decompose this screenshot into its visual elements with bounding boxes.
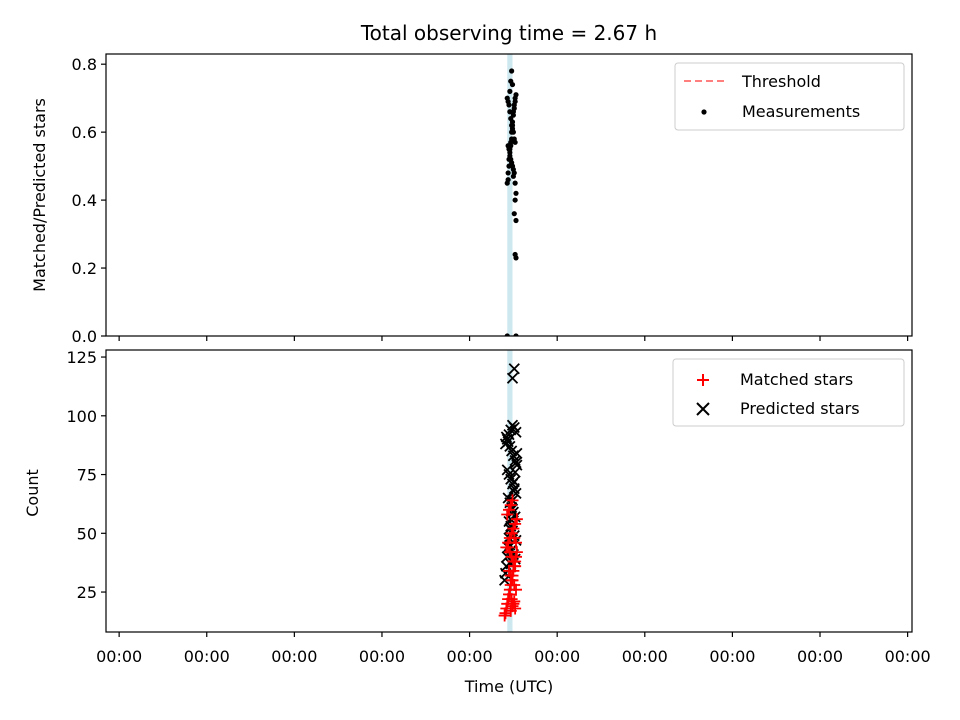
bottom-x-ticks: 00:00 00:00 00:00 00:00 00:00 00:00 00:00 00:00… — [96, 632, 931, 666]
measurement-point — [504, 333, 510, 336]
measurement-point — [506, 146, 512, 152]
top-y-tick-label: 0.0 — [72, 327, 97, 346]
measurement-point — [513, 92, 519, 98]
matched-stars-legend-label: Matched stars — [740, 370, 853, 389]
matched-star-point — [509, 560, 522, 573]
measurement-point — [509, 68, 515, 74]
chart-title: Total observing time = 2.67 h — [360, 21, 657, 45]
bottom-x-tick-label: 00:00 — [709, 647, 755, 666]
x-axis-label: Time (UTC) — [464, 677, 553, 696]
top-shaded-band-layer — [507, 54, 513, 336]
matched-star-point — [506, 494, 519, 507]
top-y-tick-label: 0.2 — [72, 259, 97, 278]
predicted-star-point — [510, 457, 522, 469]
matched-star-point — [508, 595, 521, 608]
threshold-legend-label: Threshold — [741, 72, 821, 91]
top-x-ticks — [118, 336, 909, 341]
top-y-axis-label: Matched/Predicted stars — [30, 98, 49, 292]
predicted-star-point — [510, 426, 522, 438]
top-y-ticks: 0.0 0.2 0.4 0.6 0.8 — [72, 55, 106, 346]
bottom-y-ticks: 25 50 75 100 125 — [66, 348, 106, 602]
measurement-point — [505, 177, 511, 183]
bottom-y-tick-label: 50 — [77, 524, 97, 543]
bottom-x-tick-label: 00:00 — [534, 647, 580, 666]
top-legend-frame — [674, 62, 905, 131]
measurement-point — [512, 139, 518, 145]
top-y-tick-label: 0.6 — [72, 123, 97, 142]
bottom-axes-frame — [105, 349, 913, 633]
top-panel: 0.00.20.40.60.8 Matched/Predicted stars … — [30, 53, 913, 346]
measurement-point — [510, 129, 516, 135]
bottom-legend-frame — [672, 358, 905, 427]
predicted-star-point — [509, 466, 521, 478]
top-legend: Threshold Measurements — [674, 62, 905, 131]
bottom-y-tick-label: 25 — [77, 583, 97, 602]
predicted-star-point — [508, 363, 520, 375]
measurement-point — [513, 255, 519, 261]
bottom-observing-band — [507, 350, 513, 632]
bottom-panel: 00:00 00:00 00:00 00:00 00:00 00:00 00:00 00:00… — [23, 348, 931, 696]
bottom-legend: Matched stars Predicted stars — [672, 358, 905, 427]
matched-star-point — [510, 583, 523, 596]
bottom-y-axis-label: Count — [23, 469, 42, 517]
predicted-star-point — [506, 372, 519, 384]
bottom-x-tick-label: 00:00 — [96, 647, 142, 666]
bottom-y-tick-label: 125 — [66, 348, 97, 367]
measurement-point — [508, 115, 514, 122]
measurement-point — [505, 170, 511, 176]
top-y-tick-label: 0.4 — [72, 191, 97, 210]
predicted-star-point — [509, 511, 521, 523]
bottom-x-tick-label: 00:00 — [622, 647, 668, 666]
measurement-point — [512, 197, 518, 203]
bottom-x-tick-label: 00:00 — [447, 647, 493, 666]
predicted-star-point — [511, 459, 523, 471]
top-y-tick-label: 0.8 — [72, 55, 97, 74]
measurement-point — [512, 180, 518, 186]
measurements-legend-swatch — [701, 109, 707, 115]
bottom-x-tick-label: 00:00 — [359, 647, 405, 666]
measurement-point — [513, 333, 519, 336]
measurement-point — [510, 173, 516, 179]
measurement-point — [511, 211, 517, 217]
measurement-point — [507, 109, 513, 115]
top-axes-frame — [105, 53, 913, 337]
measurement-point — [507, 88, 513, 94]
measurement-point — [513, 190, 519, 196]
bottom-x-tick-label: 00:00 — [184, 647, 230, 666]
top-measurements-layer — [504, 68, 519, 336]
measurement-point — [513, 217, 519, 224]
bottom-y-tick-label: 75 — [77, 466, 97, 485]
predicted-stars-legend-label: Predicted stars — [740, 399, 860, 418]
matched-star-point — [510, 536, 523, 549]
predicted-stars-legend-swatch — [696, 402, 710, 416]
matched-stars-legend-swatch — [697, 374, 709, 386]
bottom-x-tick-label: 00:00 — [797, 647, 843, 666]
bottom-shaded-band-layer — [507, 350, 513, 632]
matched-star-point — [510, 513, 523, 526]
measurement-point — [509, 81, 516, 88]
top-observing-band — [507, 54, 513, 336]
bottom-x-tick-label: 00:00 — [271, 647, 317, 666]
matched-stars-layer — [498, 494, 523, 622]
bottom-y-tick-label: 100 — [66, 407, 97, 426]
measurement-point — [506, 102, 512, 108]
measurements-legend-label: Measurements — [742, 102, 860, 121]
bottom-x-tick-label: 00:00 — [885, 647, 931, 666]
